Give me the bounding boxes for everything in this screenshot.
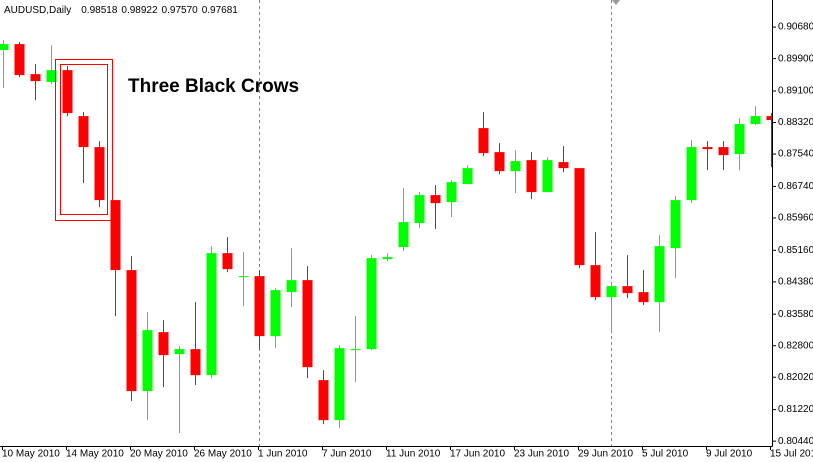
candle-body <box>542 160 553 193</box>
candle-body <box>350 349 361 351</box>
candle-body <box>126 270 137 392</box>
y-tick-label: 0.83580 <box>778 309 813 320</box>
candle-body <box>270 290 281 337</box>
candle-body <box>254 276 265 337</box>
x-tick-label: 20 May 2010 <box>130 449 188 460</box>
candle-body <box>0 44 9 51</box>
candle-body <box>510 161 521 172</box>
y-tick-label: 0.85960 <box>778 213 813 224</box>
candle-body <box>766 116 772 121</box>
candle-body <box>334 348 345 421</box>
candle-body <box>46 70 57 83</box>
candle-body <box>574 168 585 266</box>
candle-body <box>622 286 633 294</box>
candle-body <box>62 70 73 114</box>
candle-body <box>702 147 713 150</box>
x-tick-label: 15 Jul 201 <box>770 449 813 460</box>
candle-body <box>302 280 313 368</box>
candle-body <box>558 162 569 169</box>
candle-body <box>606 286 617 298</box>
candle-body <box>14 44 25 76</box>
x-tick-label: 23 Jun 2010 <box>514 449 569 460</box>
candle-body <box>78 116 89 148</box>
y-tick-label: 0.81220 <box>778 404 813 415</box>
x-tick-label: 14 May 2010 <box>66 449 124 460</box>
candle-body <box>30 74 41 82</box>
candle-body <box>494 152 505 172</box>
candle-body <box>158 332 169 356</box>
plot-area <box>0 40 772 434</box>
y-tick-label: 0.89100 <box>778 86 813 97</box>
candle-body <box>206 253 217 376</box>
y-tick-label: 0.82020 <box>778 372 813 383</box>
candle-body <box>318 380 329 421</box>
y-tick-label: 0.87540 <box>778 149 813 160</box>
candle-body <box>142 330 153 392</box>
y-tick-label: 0.86740 <box>778 181 813 192</box>
candle-body <box>718 147 729 156</box>
candle-body <box>638 292 649 303</box>
candle-body <box>366 258 377 350</box>
y-tick-label: 0.85160 <box>778 245 813 256</box>
candle-body <box>526 160 537 193</box>
y-tick-label: 0.88320 <box>778 117 813 128</box>
y-tick-label: 0.82800 <box>778 340 813 351</box>
candle-body <box>94 147 105 201</box>
header-value: 0.98518 <box>81 5 118 16</box>
candle-body <box>222 253 233 270</box>
candle-body <box>414 195 425 224</box>
x-tick-label: 11 Jun 2010 <box>386 449 441 460</box>
candle-body <box>382 257 393 260</box>
x-tick-label: 29 Jun 2010 <box>578 449 633 460</box>
x-tick-label: 5 Jul 2010 <box>642 449 689 460</box>
x-tick-label: 9 Jul 2010 <box>706 449 753 460</box>
y-tick-label: 0.80440 <box>778 436 813 447</box>
candle-body <box>734 124 745 155</box>
header-value: 0.98922 <box>121 5 158 16</box>
marker <box>612 0 620 5</box>
y-tick-label: 0.84380 <box>778 276 813 287</box>
candle-body <box>590 265 601 298</box>
y-tick-label: 0.90680 <box>778 22 813 33</box>
candle-body <box>174 349 185 355</box>
candle-body <box>686 147 697 201</box>
x-tick-label: 10 May 2010 <box>2 449 60 460</box>
candle-body <box>446 182 457 203</box>
pattern-box <box>60 64 108 215</box>
y-tick-label: 0.89900 <box>778 53 813 64</box>
candle-body <box>190 349 201 376</box>
candle-body <box>286 280 297 293</box>
candle-body <box>462 168 473 185</box>
x-tick-label: 26 May 2010 <box>194 449 252 460</box>
candle-body <box>750 116 761 125</box>
candle-body <box>398 222 409 248</box>
candle-body <box>238 276 249 278</box>
x-tick-label: 7 Jun 2010 <box>322 449 372 460</box>
header-value: 0.97570 <box>162 5 199 16</box>
candle-body <box>670 200 681 249</box>
x-tick-label: 17 Jun 2010 <box>450 449 505 460</box>
x-tick-label: 1 Jun 2010 <box>258 449 308 460</box>
candle-body <box>430 195 441 204</box>
candle-body <box>110 200 121 271</box>
header-value: 0.97681 <box>202 5 239 16</box>
candle-body <box>478 128 489 154</box>
symbol: AUDUSD,Daily <box>4 5 71 16</box>
chart-header: AUDUSD,Daily 0.98518 0.98922 0.97570 0.97681 <box>4 5 238 16</box>
pattern-box <box>55 59 113 221</box>
candle-body <box>654 246 665 303</box>
annotation: Three Black Crows <box>128 76 299 97</box>
